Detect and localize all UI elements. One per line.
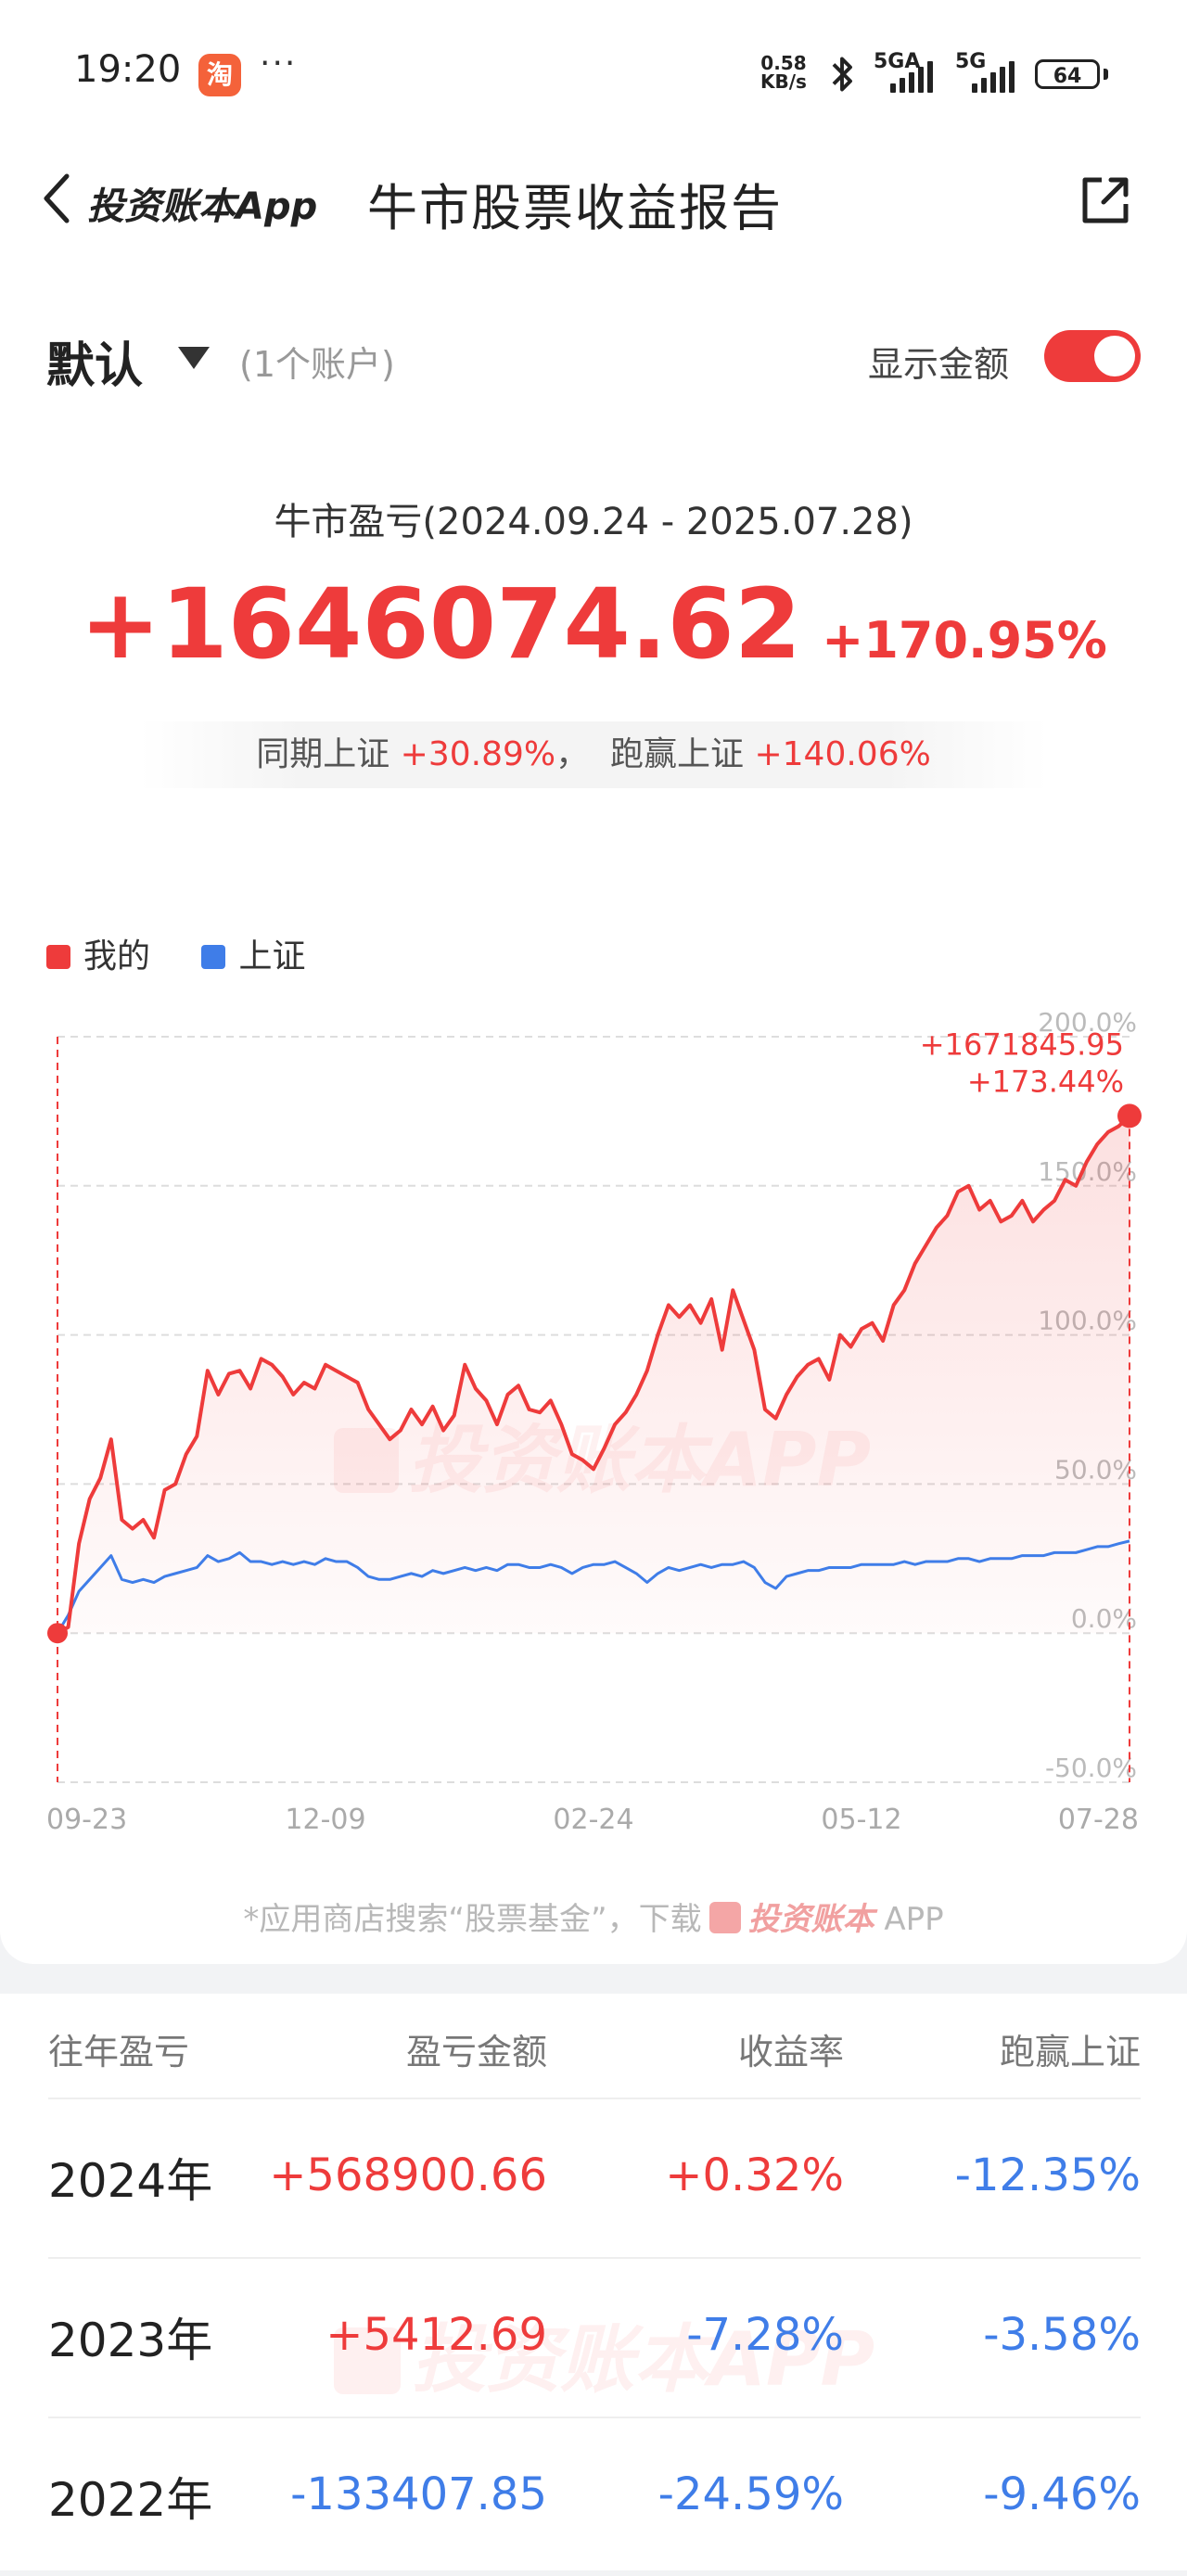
- row-rate: -7.28%: [686, 2309, 844, 2361]
- toggle-knob: [1094, 336, 1135, 376]
- network-speed: 0.58 KB/s: [760, 54, 807, 91]
- profit-chart[interactable]: 200.0%150.0%100.0%50.0%0.0%-50.0%09-2312…: [0, 992, 1187, 1845]
- download-hint-suffix: APP: [884, 1901, 944, 1938]
- table-row[interactable]: 2023年 +5412.69 -7.28% -3.58%: [48, 2259, 1141, 2417]
- end-point: [1117, 1103, 1142, 1129]
- series-mine-area: [57, 1116, 1130, 1634]
- legend-label-index: 上证: [238, 937, 306, 976]
- row-divider: [48, 2098, 1141, 2099]
- table-watermark-text: 投资账本APP: [412, 2316, 875, 2403]
- row-divider: [48, 2257, 1141, 2259]
- account-selector[interactable]: 默认: [46, 338, 144, 394]
- brand-back-label[interactable]: 投资账本App: [87, 185, 318, 228]
- chart-legend: 我的 上证: [46, 929, 346, 977]
- account-dropdown-icon[interactable]: [178, 347, 210, 369]
- sim2-signal-icon: [972, 56, 1027, 93]
- header-beat-index: 跑赢上证: [999, 2032, 1141, 2072]
- sim1-signal-icon: [890, 56, 946, 93]
- row-year: 2023年: [48, 2314, 213, 2367]
- status-time: 19:20: [74, 48, 182, 91]
- x-tick-label: 02-24: [553, 1804, 633, 1836]
- table-row[interactable]: 2022年 -133407.85 -24.59% -9.46%: [48, 2418, 1141, 2576]
- start-point: [47, 1623, 68, 1644]
- legend-swatch-mine: [46, 945, 70, 969]
- compare-label-same-period: 同期上证: [256, 735, 390, 773]
- profit-amount: +1646074.62: [80, 567, 802, 681]
- y-tick-label: -50.0%: [1045, 1753, 1137, 1783]
- taobao-app-icon: 淘: [198, 54, 241, 96]
- account-count: (1个账户): [239, 344, 395, 385]
- compare-value-same-period: +30.89%: [400, 735, 556, 773]
- report-card: 19:20 淘 ··· 0.58 KB/s 5GA 5G 64 投资账本App …: [0, 0, 1187, 1964]
- row-amount: -133407.85: [290, 2468, 547, 2520]
- page-title: 牛市股票收益报告: [367, 179, 783, 237]
- row-year: 2024年: [48, 2154, 213, 2208]
- table-watermark: 投资账本APP: [334, 2300, 874, 2407]
- y-tick-label: 200.0%: [1038, 1007, 1137, 1038]
- row-beat-index: -9.46%: [983, 2468, 1141, 2520]
- legend-item-index: 上证: [201, 929, 305, 977]
- status-bar: 19:20 淘 ··· 0.58 KB/s 5GA 5G 64: [0, 0, 1187, 139]
- index-comparison: 同期上证 +30.89%， 跑赢上证 +140.06%: [139, 721, 1048, 788]
- row-amount: +5412.69: [325, 2309, 547, 2361]
- compare-separator: ，: [555, 735, 590, 773]
- bluetooth-icon: [832, 57, 852, 92]
- download-hint-brand: 投资账本: [747, 1901, 874, 1938]
- table-row[interactable]: 2024年 +568900.66 +0.32% -12.35%: [48, 2099, 1141, 2257]
- download-hint-prefix: *应用商店搜索“股票基金”，下载: [243, 1901, 702, 1938]
- row-beat-index: -3.58%: [983, 2309, 1141, 2361]
- tooltip-percent: +173.44%: [967, 1064, 1124, 1099]
- brand-logo-icon: [708, 1902, 741, 1933]
- share-icon[interactable]: [1076, 171, 1135, 230]
- show-amount-toggle[interactable]: [1044, 330, 1141, 382]
- series-mine-line: [57, 1114, 1131, 1635]
- back-icon[interactable]: [37, 171, 78, 226]
- header-year: 往年盈亏: [48, 2032, 190, 2072]
- network-speed-value: 0.58: [760, 52, 807, 74]
- header-rate: 收益率: [737, 2032, 844, 2072]
- sim2-network-type: 5G: [955, 50, 987, 73]
- row-year: 2022年: [48, 2473, 213, 2527]
- profit-summary: +1646074.62 +170.95%: [0, 567, 1187, 681]
- x-tick-label: 07-28: [1058, 1804, 1139, 1836]
- profit-percent: +170.95%: [822, 611, 1107, 670]
- compare-label-beat: 跑赢上证: [610, 735, 745, 773]
- show-amount-label: 显示金额: [868, 344, 1010, 385]
- row-amount: +568900.66: [269, 2149, 547, 2201]
- series-index-line: [56, 1539, 1130, 1634]
- compare-value-beat: +140.06%: [754, 735, 931, 773]
- network-speed-unit: KB/s: [760, 70, 807, 93]
- battery-tip: [1104, 69, 1108, 80]
- sim1-network-type: 5GA: [874, 50, 921, 73]
- row-rate: -24.59%: [657, 2468, 844, 2520]
- legend-label-mine: 我的: [83, 937, 151, 976]
- download-hint: *应用商店搜索“股票基金”，下载 投资账本 APP: [0, 1894, 1187, 1939]
- watermark-logo-icon: [334, 2327, 401, 2394]
- x-tick-label: 12-09: [285, 1804, 365, 1836]
- table-header: 往年盈亏 盈亏金额 收益率 跑赢上证: [48, 2023, 1141, 2088]
- battery-icon: 64: [1035, 59, 1100, 89]
- x-tick-label: 09-23: [46, 1804, 127, 1836]
- header-amount: 盈亏金额: [405, 2032, 547, 2072]
- tooltip-amount: +1671845.95: [920, 1027, 1124, 1062]
- row-rate: +0.32%: [665, 2149, 844, 2201]
- row-beat-index: -12.35%: [954, 2149, 1141, 2201]
- period-title: 牛市盈亏(2024.09.24 - 2025.07.28): [274, 501, 913, 543]
- x-tick-label: 05-12: [821, 1804, 901, 1836]
- history-table: 投资账本APP 往年盈亏 盈亏金额 收益率 跑赢上证 2024年 +568900…: [0, 1994, 1187, 2570]
- legend-swatch-index: [201, 945, 226, 969]
- more-notifications-icon: ···: [260, 45, 298, 83]
- legend-item-mine: 我的: [46, 929, 150, 977]
- row-divider: [48, 2417, 1141, 2418]
